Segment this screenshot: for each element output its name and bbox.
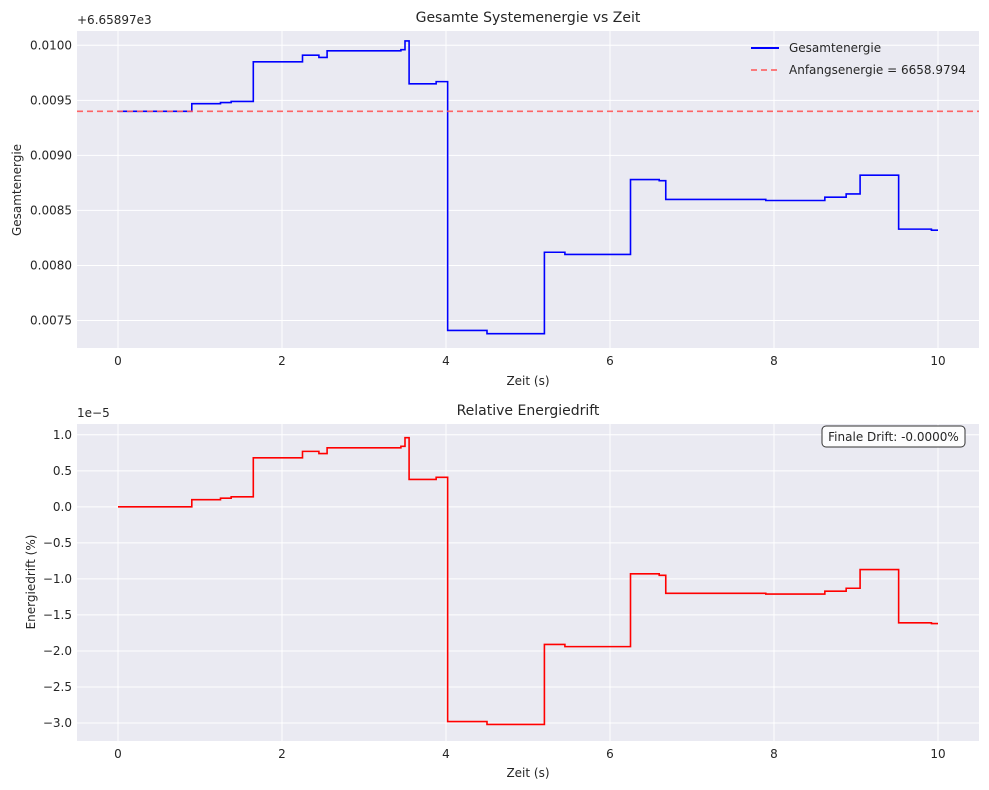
drift-series (118, 436, 938, 726)
drift-annotation-box (821, 425, 966, 448)
drift-ticks: 0 2 4 6 8 10 −3.0 −2.5 −2.0 −1.5 −1.0 −0.5 0.0 0.5 1.0 (43, 428, 946, 761)
energy-series (77, 40, 979, 335)
y-tick-label: 0.0100 (30, 38, 72, 52)
drift-plot-area (77, 424, 979, 741)
x-tick-label: 2 (278, 354, 286, 368)
y-tick-label: −3.0 (43, 716, 72, 730)
drift-annotation-text: Finale Drift: -0.0000% (828, 430, 959, 444)
x-tick-label: 4 (442, 747, 450, 761)
energy-plot: 0 2 4 6 8 10 0.0075 0.0080 0.0085 0.0090 0.0095 0.0… (10, 10, 979, 388)
x-tick-label: 0 (114, 354, 122, 368)
drift-title: Relative Energiedrift (457, 403, 600, 419)
x-tick-label: 4 (442, 354, 450, 368)
x-tick-label: 10 (930, 354, 945, 368)
y-tick-label: −2.5 (43, 680, 72, 694)
y-tick-label: 0.0085 (30, 203, 72, 217)
y-tick-label: 0.0095 (30, 93, 72, 107)
energy-title: Gesamte Systemenergie vs Zeit (416, 10, 641, 26)
x-tick-label: 6 (606, 354, 614, 368)
drift-offset-label: 1e−5 (77, 406, 110, 420)
energy-ylabel: Gesamtenergie (10, 144, 24, 236)
legend-label-anfangsenergie: Anfangsenergie = 6658.9794 (789, 63, 966, 77)
energy-grid (77, 31, 979, 348)
drift-xlabel: Zeit (s) (506, 766, 549, 780)
y-tick-label: −2.0 (43, 644, 72, 658)
drift-ylabel: Energiedrift (%) (24, 535, 38, 630)
x-tick-label: 6 (606, 747, 614, 761)
y-tick-label: −0.5 (43, 536, 72, 550)
y-tick-label: −1.0 (43, 572, 72, 586)
drift-annotation: Finale Drift: -0.0000% (821, 425, 966, 448)
energy-line (118, 40, 938, 335)
y-tick-label: 0.5 (53, 464, 72, 478)
legend-label-gesamtenergie: Gesamtenergie (789, 41, 881, 55)
x-tick-label: 8 (770, 354, 778, 368)
y-tick-label: 1.0 (53, 428, 72, 442)
energy-offset-label: +6.65897e3 (77, 13, 152, 27)
drift-plot: 0 2 4 6 8 10 −3.0 −2.5 −2.0 −1.5 −1.0 −0.5 0.0 0.5 1.0… (24, 403, 979, 780)
y-tick-label: 0.0090 (30, 148, 72, 162)
y-tick-label: 0.0080 (30, 258, 72, 272)
y-tick-label: 0.0075 (30, 313, 72, 327)
x-tick-label: 2 (278, 747, 286, 761)
energy-plot-area (77, 31, 979, 348)
drift-line (118, 436, 938, 726)
x-tick-label: 10 (930, 747, 945, 761)
x-tick-label: 8 (770, 747, 778, 761)
energy-xlabel: Zeit (s) (506, 374, 549, 388)
energy-ticks: 0 2 4 6 8 10 0.0075 0.0080 0.0085 0.0090 0.0095 0.0… (30, 38, 946, 368)
x-tick-label: 0 (114, 747, 122, 761)
y-tick-label: 0.0 (53, 500, 72, 514)
y-tick-label: −1.5 (43, 608, 72, 622)
energy-legend: Gesamtenergie Anfangsenergie = 6658.9794 (751, 41, 966, 77)
